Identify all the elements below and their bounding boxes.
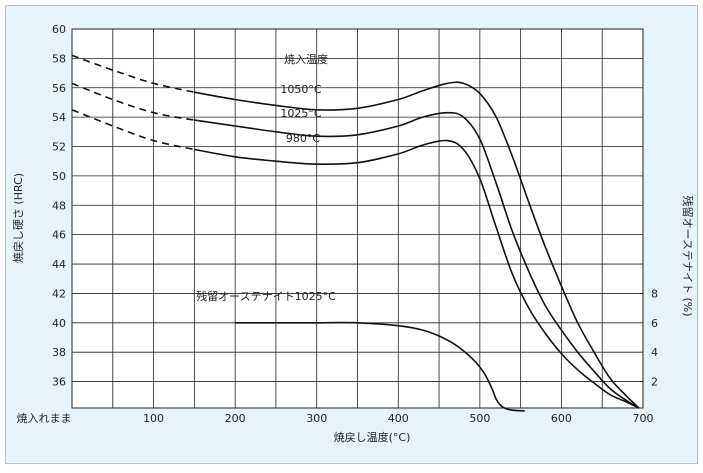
series-0-dashed-line: [71, 54, 195, 93]
y-tick-label: 48: [52, 199, 66, 212]
series-1-line: [194, 111, 640, 409]
y2-tick-label: 8: [651, 287, 658, 300]
series-3-line: [235, 321, 525, 412]
x-tick-label: 700: [633, 412, 654, 425]
y2-axis-title: 残留オーステナイト (%): [681, 196, 695, 317]
y-tick-label: 54: [52, 111, 66, 124]
y-axis-title: 焼戻し硬さ (HRC): [12, 173, 25, 263]
y-tick-label: 58: [52, 52, 66, 65]
y2-tick-label: 4: [651, 346, 658, 359]
series-1-dashed-line: [71, 82, 195, 121]
y-tick-label: 36: [52, 376, 66, 389]
grid: [72, 29, 643, 408]
y-tick-label: 40: [52, 317, 66, 330]
series-label: 1025°C: [280, 107, 321, 120]
series-label: 1050°C: [280, 83, 321, 96]
y-tick-label: 44: [52, 258, 66, 271]
x-tick-label: 100: [143, 412, 164, 425]
y-tick-label: 50: [52, 170, 66, 183]
x-tick-label: 400: [388, 412, 409, 425]
x-tick-label: 500: [469, 412, 490, 425]
y2-tick-label: 6: [651, 317, 658, 330]
y2-tick-label: 2: [651, 376, 658, 389]
y-tick-label: 60: [52, 23, 66, 36]
series-0-line: [194, 81, 640, 409]
curves: [71, 54, 640, 412]
y-tick-label: 46: [52, 229, 66, 242]
x-tick-label: 600: [551, 412, 572, 425]
series-2-line: [194, 139, 640, 409]
x-tick-label: 200: [225, 412, 246, 425]
curve-labels: 焼入温度 1050°C 1025°C 980°C 残留オーステナイト1025°C: [196, 52, 336, 303]
series-label: 残留オーステナイト1025°C: [196, 289, 336, 303]
series-2-dashed-line: [71, 109, 195, 151]
y-tick-label: 52: [52, 141, 66, 154]
chart-figure: 36 38 40 42 44 46 48 50 52 54 56 58 60 焼入れまま 100 200 300…: [5, 5, 698, 464]
y-tick-label: 42: [52, 287, 66, 300]
y-tick-label: 56: [52, 82, 66, 95]
x-axis-title: 焼戻し温度(°C): [334, 430, 411, 444]
y-tick-label: 38: [52, 346, 66, 359]
series-label: 980°C: [286, 132, 320, 145]
legend-title: 焼入温度: [284, 52, 328, 66]
x-tick-label: 焼入れまま: [17, 412, 72, 425]
x-tick-label: 300: [306, 412, 327, 425]
